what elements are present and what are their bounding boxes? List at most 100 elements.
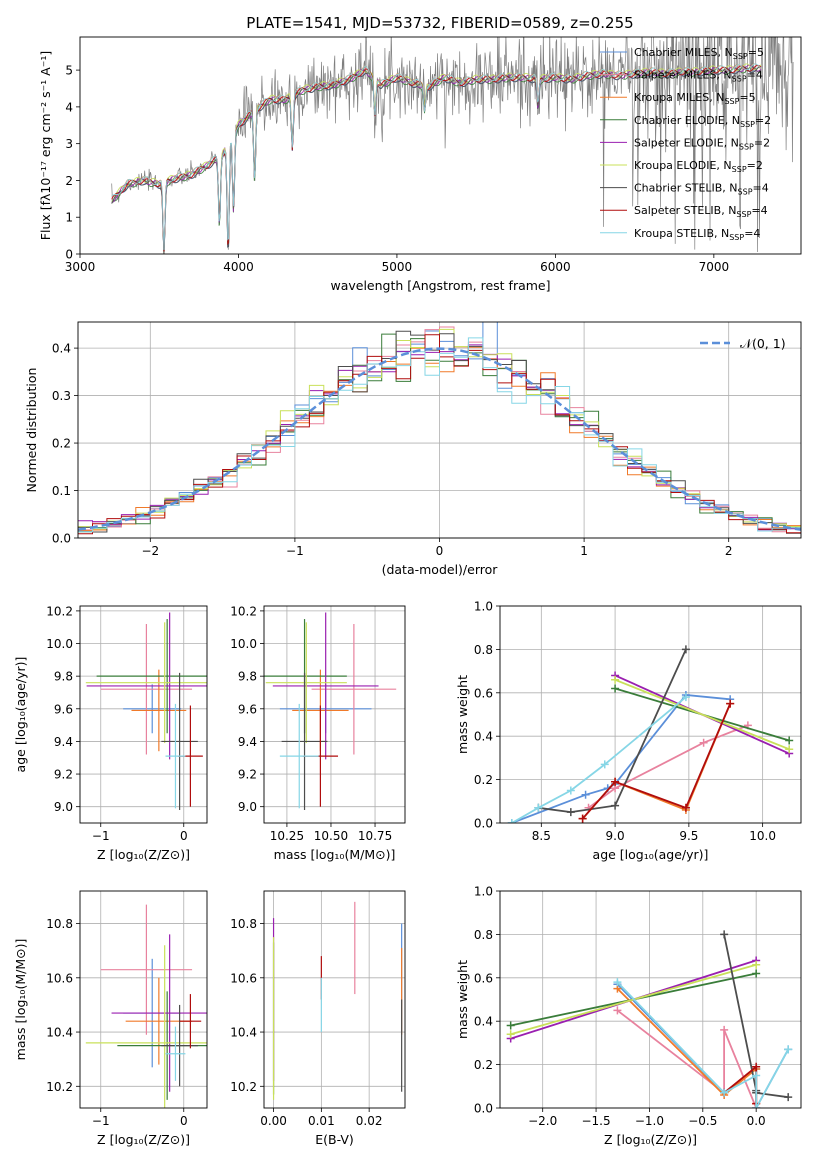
errorbar-salpeter-elodie: [86, 612, 207, 760]
x-tick-label: 0: [436, 544, 444, 558]
errorbar-chabrier-miles: [123, 684, 182, 734]
weight-marker: [726, 699, 735, 708]
x-tick-label: −2: [141, 544, 159, 558]
y-tick-label: 0.6: [474, 686, 493, 700]
x-tick-label: 7000: [699, 260, 730, 274]
weight-marker: [752, 969, 761, 978]
y-tick-label: 10.2: [46, 604, 73, 618]
errorbar-salpeter-miles: [100, 623, 193, 755]
y-tick-label: 0.6: [474, 971, 493, 985]
y-tick-label: 2: [65, 174, 73, 188]
plot-area: [507, 645, 794, 823]
plot-area: [506, 930, 793, 1108]
y-tick-label: 0.0: [474, 817, 493, 831]
x-tick-label: 1: [580, 544, 588, 558]
weight-marker: [507, 819, 516, 823]
errorbar-salpeter-stelib: [179, 994, 202, 1049]
y-tick-label: 1.0: [474, 600, 493, 614]
y-tick-label: 0.0: [474, 1102, 493, 1116]
x-tick-label: −0.5: [688, 1114, 717, 1128]
y-tick-label: 9.0: [54, 800, 73, 814]
axes-frame: [79, 36, 802, 255]
x-tick-label: 10.50: [314, 829, 348, 843]
x-tick-label: 0: [180, 829, 188, 843]
plot-area: [85, 904, 207, 1108]
weight-marker: [613, 978, 622, 987]
x-tick-label: 0.02: [356, 1114, 383, 1128]
legend-entry: 𝒩(0, 1): [740, 336, 786, 351]
plot-area: [264, 612, 397, 810]
figure-title: PLATE=1541, MJD=53732, FIBERID=0589, z=0…: [246, 14, 633, 32]
legend-entry: Salpeter STELIB, NSSP=4: [634, 204, 768, 219]
mass-vs-metallicity-panel: −1 0 10.2 10.4 10.6 10.8 Z [log₁₀(Z/Z⊙)] mass […: [13, 890, 208, 1147]
y-tick-label: 0.2: [474, 773, 493, 787]
x-tick-label: −1.5: [581, 1114, 610, 1128]
x-tick-label: 9.5: [679, 829, 698, 843]
errorbar-kroupa-stelib: [165, 703, 186, 809]
errorbar-kroupa-elodie: [85, 945, 207, 1108]
legend-entry: Chabrier MILES, NSSP=5: [634, 46, 764, 61]
legend-entry: Kroupa STELIB, NSSP=4: [634, 227, 760, 242]
weight-marker: [699, 738, 708, 747]
x-tick-label: 4000: [223, 260, 254, 274]
x-tick-label: 5000: [382, 260, 413, 274]
y-axis-label: Normed distribution: [24, 368, 39, 493]
y-tick-label: 10.2: [230, 604, 257, 618]
y-tick-label: 0.3: [52, 389, 71, 403]
legend-entry: Salpeter MILES, NSSP=4: [634, 69, 763, 84]
x-tick-label: −1: [92, 829, 110, 843]
normal-curve: [78, 347, 801, 531]
weight-marker: [784, 1045, 793, 1054]
weight-line-kroupa-elodie: [614, 678, 790, 751]
y-tick-label: 9.2: [238, 768, 257, 782]
y-tick-label: 10.6: [230, 971, 257, 985]
errorbar-kroupa-stelib: [279, 703, 319, 809]
y-tick-label: 9.6: [238, 702, 257, 716]
y-tick-label: 10.8: [230, 917, 257, 931]
y-tick-label: 0.1: [52, 484, 71, 498]
y-tick-label: 9.4: [238, 735, 257, 749]
age-vs-metallicity-panel: −1 0 9.0 9.2 9.4 9.6 9.8 10.0 10.2 Z [log₁₀(Z/Z⊙)…: [13, 604, 208, 862]
axes-frame: [79, 890, 208, 1109]
x-tick-label: −1: [286, 544, 304, 558]
x-tick-label: 9.0: [606, 829, 625, 843]
weight-marker: [752, 1071, 761, 1080]
y-tick-label: 10.6: [46, 971, 73, 985]
weight-marker: [611, 684, 620, 693]
weight-vs-metallicity-panel: −2.0 −1.5 −1.0 −0.5 0.0 0.0 0.2 0.4 0.6 0.8 1.0 Z […: [455, 885, 802, 1147]
weight-marker: [784, 1093, 793, 1102]
age-vs-mass-panel: 10.25 10.50 10.75 9.0 9.2 9.4 9.6 9.8 10.0 10.2 ma…: [230, 604, 406, 862]
plot-area: [85, 612, 207, 810]
weight-marker: [752, 1104, 761, 1108]
histogram-kroupa-stelib: [78, 337, 801, 533]
y-tick-label: 10.2: [46, 1080, 73, 1094]
y-axis-label: mass [log₁₀(M/M⊙)]: [13, 939, 28, 1061]
x-tick-label: −2.0: [528, 1114, 557, 1128]
y-axis-label: mass weight: [455, 675, 470, 754]
legend-entry: Chabrier STELIB, NSSP=4: [634, 182, 769, 197]
y-tick-label: 10.0: [230, 637, 257, 651]
y-tick-label: 1.0: [474, 885, 493, 899]
weight-marker: [785, 745, 794, 754]
errorbar-chabrier-elodie: [96, 619, 207, 734]
y-tick-label: 9.0: [238, 800, 257, 814]
errorbar-kroupa-elodie: [85, 622, 207, 744]
errorbar-kroupa-stelib: [165, 1026, 186, 1081]
x-axis-label: Z [log₁₀(Z/Z⊙)]: [97, 1132, 190, 1147]
weight-line-salpeter-stelib: [581, 703, 732, 820]
x-tick-label: 2: [725, 544, 733, 558]
residual-histogram-panel: −2 −1 0 1 2 0.0 0.1 0.2 0.3 0.4 (data-model)/error…: [24, 321, 802, 577]
errorbar-kroupa-miles: [131, 669, 187, 752]
x-tick-label: 3000: [65, 260, 96, 274]
axes-frame: [499, 605, 802, 824]
x-axis-label: E(B-V): [315, 1132, 354, 1147]
weight-marker: [720, 1088, 729, 1097]
y-axis-label: age [log₁₀(age/yr)]: [13, 657, 28, 773]
weight-marker: [611, 801, 620, 810]
y-tick-label: 0.8: [474, 643, 493, 657]
axes-frame: [79, 605, 208, 824]
y-tick-label: 5: [65, 64, 73, 78]
y-tick-label: 10.2: [230, 1080, 257, 1094]
y-tick-label: 0.2: [474, 1058, 493, 1072]
plot-area: [111, 37, 794, 254]
